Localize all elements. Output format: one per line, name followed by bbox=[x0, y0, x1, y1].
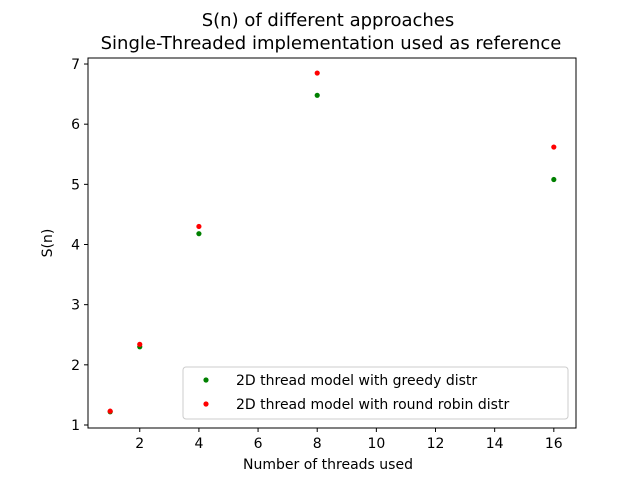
x-tick-label: 4 bbox=[194, 436, 203, 452]
legend-label-round-robin: 2D thread model with round robin distr bbox=[236, 397, 509, 413]
y-tick-label: 7 bbox=[71, 57, 80, 73]
y-tick-label: 3 bbox=[71, 298, 80, 314]
plot-area bbox=[87, 57, 577, 429]
x-tick-label: 16 bbox=[545, 436, 563, 452]
data-point-series-0 bbox=[196, 231, 202, 237]
y-tick-label: 1 bbox=[71, 418, 80, 434]
y-tick-label: 5 bbox=[71, 177, 80, 193]
data-points bbox=[107, 70, 557, 415]
y-tick-label: 2 bbox=[71, 358, 80, 374]
data-point-series-1 bbox=[107, 408, 113, 414]
y-axis-ticks: 1 2 3 4 5 6 7 bbox=[71, 57, 88, 434]
x-tick-label: 2 bbox=[135, 436, 144, 452]
data-point-series-0 bbox=[314, 92, 320, 98]
legend-marker-round-robin bbox=[203, 401, 209, 407]
data-point-series-0 bbox=[551, 176, 557, 183]
legend-box bbox=[182, 366, 569, 420]
y-tick-label: 6 bbox=[71, 117, 80, 133]
y-tick-label: 4 bbox=[71, 238, 80, 254]
x-tick-label: 8 bbox=[313, 436, 322, 452]
legend: 2D thread model with greedy distr 2D thr… bbox=[182, 366, 569, 420]
legend-label-greedy: 2D thread model with greedy distr bbox=[236, 373, 477, 389]
x-axis-ticks: 2 4 6 8 10 12 14 16 bbox=[135, 428, 563, 452]
chart-subtitle: Single-Threaded implementation used as r… bbox=[101, 33, 562, 54]
x-tick-label: 6 bbox=[254, 436, 263, 452]
x-axis-label: Number of threads used bbox=[243, 457, 413, 473]
x-tick-label: 10 bbox=[367, 436, 385, 452]
data-point-series-1 bbox=[314, 70, 320, 76]
data-point-series-1 bbox=[137, 341, 143, 347]
y-axis-label: S(n) bbox=[40, 229, 56, 258]
data-point-series-1 bbox=[551, 144, 557, 150]
x-tick-label: 12 bbox=[427, 436, 445, 452]
chart-title: S(n) of different approaches bbox=[202, 10, 455, 31]
legend-marker-greedy bbox=[203, 377, 209, 383]
x-tick-label: 14 bbox=[486, 436, 504, 452]
data-point-series-1 bbox=[196, 223, 202, 230]
